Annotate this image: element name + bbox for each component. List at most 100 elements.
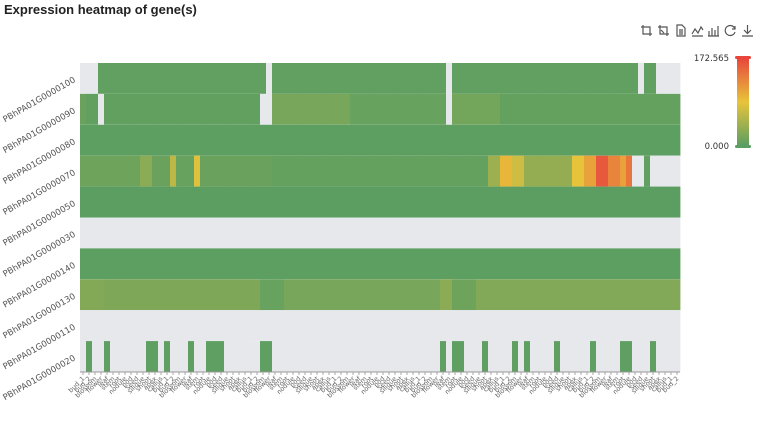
- heatmap-cell[interactable]: [236, 217, 243, 249]
- heatmap-cell[interactable]: [158, 93, 165, 125]
- heatmap-cell[interactable]: [188, 93, 195, 125]
- heatmap-cell[interactable]: [590, 310, 597, 342]
- line-chart-button[interactable]: [690, 22, 704, 38]
- heatmap-cell[interactable]: [218, 93, 225, 125]
- visual-map-handle-top[interactable]: [735, 56, 751, 59]
- heatmap-cell[interactable]: [500, 186, 507, 218]
- heatmap-cell[interactable]: [92, 341, 99, 372]
- download-button[interactable]: [740, 22, 754, 38]
- heatmap-cell[interactable]: [464, 248, 471, 280]
- heatmap-cell[interactable]: [212, 93, 219, 125]
- heatmap-cell[interactable]: [128, 217, 135, 249]
- heatmap-cell[interactable]: [254, 217, 261, 249]
- heatmap-cell[interactable]: [674, 93, 681, 125]
- heatmap-cell[interactable]: [254, 63, 261, 94]
- heatmap-cell[interactable]: [608, 217, 615, 249]
- heatmap-cell[interactable]: [662, 279, 669, 311]
- heatmap-cell[interactable]: [206, 93, 213, 125]
- heatmap-cell[interactable]: [134, 310, 141, 342]
- heatmap-cell[interactable]: [656, 63, 663, 94]
- heatmap-cell[interactable]: [464, 341, 471, 372]
- heatmap-cell[interactable]: [356, 248, 363, 280]
- heatmap-cell[interactable]: [638, 186, 645, 218]
- heatmap-cell[interactable]: [92, 279, 99, 311]
- heatmap-cell[interactable]: [302, 186, 309, 218]
- heatmap-cell[interactable]: [656, 155, 663, 187]
- heatmap-cell[interactable]: [350, 155, 357, 187]
- heatmap-cell[interactable]: [446, 279, 453, 311]
- heatmap-cell[interactable]: [452, 124, 459, 156]
- heatmap-cell[interactable]: [92, 63, 99, 94]
- heatmap-cell[interactable]: [404, 341, 411, 372]
- heatmap-cell[interactable]: [134, 186, 141, 218]
- heatmap-cell[interactable]: [116, 63, 123, 94]
- heatmap-cell[interactable]: [206, 248, 213, 280]
- heatmap-cell[interactable]: [596, 248, 603, 280]
- heatmap-cell[interactable]: [524, 63, 531, 94]
- heatmap-cell[interactable]: [314, 217, 321, 249]
- heatmap-cell[interactable]: [182, 63, 189, 94]
- heatmap-cell[interactable]: [446, 186, 453, 218]
- heatmap-cell[interactable]: [614, 63, 621, 94]
- heatmap-cell[interactable]: [446, 341, 453, 372]
- heatmap-cell[interactable]: [224, 124, 231, 156]
- heatmap-cell[interactable]: [590, 279, 597, 311]
- heatmap-cell[interactable]: [170, 248, 177, 280]
- heatmap-cell[interactable]: [488, 93, 495, 125]
- heatmap-cell[interactable]: [212, 63, 219, 94]
- heatmap-cell[interactable]: [482, 63, 489, 94]
- heatmap-cell[interactable]: [164, 279, 171, 311]
- heatmap-cell[interactable]: [212, 186, 219, 218]
- heatmap-cell[interactable]: [662, 124, 669, 156]
- heatmap-cell[interactable]: [272, 279, 279, 311]
- heatmap-cell[interactable]: [278, 93, 285, 125]
- heatmap-cell[interactable]: [518, 63, 525, 94]
- heatmap-cell[interactable]: [110, 279, 117, 311]
- heatmap-cell[interactable]: [350, 63, 357, 94]
- heatmap-cell[interactable]: [362, 63, 369, 94]
- heatmap-cell[interactable]: [290, 310, 297, 342]
- heatmap-cell[interactable]: [158, 155, 165, 187]
- heatmap-cell[interactable]: [122, 155, 129, 187]
- heatmap-cell[interactable]: [182, 248, 189, 280]
- heatmap-cell[interactable]: [620, 93, 627, 125]
- heatmap-cell[interactable]: [674, 279, 681, 311]
- heatmap-cell[interactable]: [230, 248, 237, 280]
- heatmap-cell[interactable]: [212, 155, 219, 187]
- heatmap-cell[interactable]: [104, 341, 111, 372]
- heatmap-cell[interactable]: [392, 217, 399, 249]
- heatmap-cell[interactable]: [614, 186, 621, 218]
- heatmap-cell[interactable]: [398, 186, 405, 218]
- heatmap-cell[interactable]: [146, 124, 153, 156]
- heatmap-cell[interactable]: [170, 124, 177, 156]
- heatmap-cell[interactable]: [326, 155, 333, 187]
- heatmap-cell[interactable]: [494, 124, 501, 156]
- heatmap-cell[interactable]: [338, 279, 345, 311]
- heatmap-cell[interactable]: [80, 279, 87, 311]
- heatmap-cell[interactable]: [644, 155, 651, 187]
- heatmap-cell[interactable]: [512, 217, 519, 249]
- heatmap-cell[interactable]: [410, 63, 417, 94]
- heatmap-cell[interactable]: [500, 341, 507, 372]
- heatmap-cell[interactable]: [284, 217, 291, 249]
- heatmap-cell[interactable]: [350, 248, 357, 280]
- heatmap-cell[interactable]: [548, 217, 555, 249]
- heatmap-cell[interactable]: [152, 124, 159, 156]
- heatmap-cell[interactable]: [122, 279, 129, 311]
- heatmap-cell[interactable]: [110, 124, 117, 156]
- heatmap-cell[interactable]: [656, 341, 663, 372]
- heatmap-cell[interactable]: [356, 341, 363, 372]
- heatmap-cell[interactable]: [326, 63, 333, 94]
- heatmap-cell[interactable]: [146, 63, 153, 94]
- heatmap-cell[interactable]: [482, 93, 489, 125]
- heatmap-cell[interactable]: [488, 310, 495, 342]
- heatmap-cell[interactable]: [338, 93, 345, 125]
- heatmap-cell[interactable]: [536, 279, 543, 311]
- heatmap-cell[interactable]: [296, 63, 303, 94]
- heatmap-cell[interactable]: [176, 155, 183, 187]
- heatmap-cell[interactable]: [446, 248, 453, 280]
- visual-map-bar[interactable]: [737, 58, 749, 146]
- heatmap-cell[interactable]: [152, 310, 159, 342]
- heatmap-cell[interactable]: [422, 279, 429, 311]
- heatmap-cell[interactable]: [434, 63, 441, 94]
